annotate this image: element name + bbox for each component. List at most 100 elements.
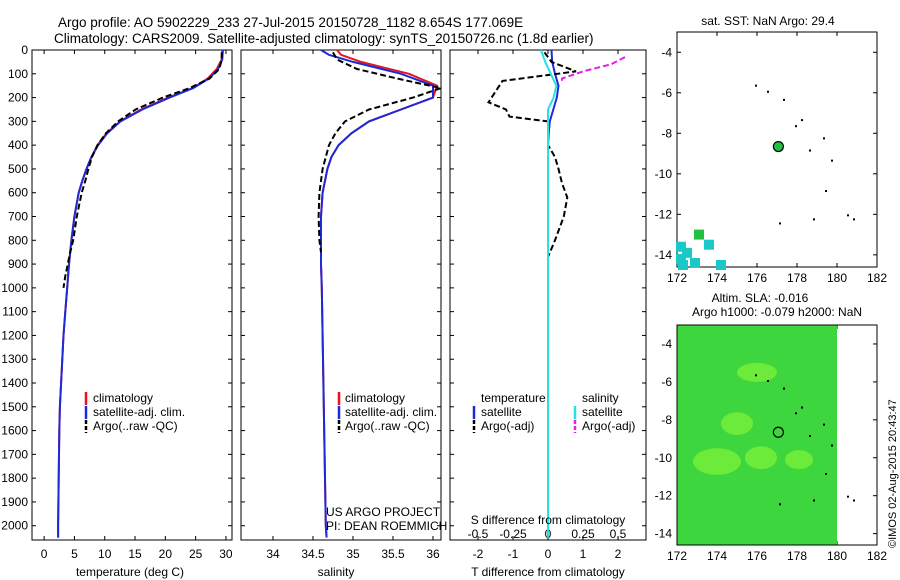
x-tick-label: 35.5 <box>381 547 405 561</box>
x-tick-label: -1 <box>508 547 519 561</box>
legend-label-satellite: satellite-adj. clim. <box>345 405 437 419</box>
series-line-argo-adj- <box>487 51 577 258</box>
island-speck <box>755 374 757 377</box>
x-tick-label: 172 <box>667 549 687 563</box>
sla-field <box>677 325 837 545</box>
series-line-salinity-satellite <box>540 49 558 538</box>
series-line-argo-raw-qc- <box>317 51 445 253</box>
y-tick-label: -10 <box>655 451 673 465</box>
y-tick-label: 700 <box>8 210 28 224</box>
sla-high-patch <box>745 446 777 470</box>
project-line1: US ARGO PROJECT <box>326 505 441 519</box>
sst-cell <box>676 241 686 252</box>
y-tick-label: -14 <box>655 248 673 262</box>
sla-high-patch <box>721 412 753 435</box>
island-speck <box>783 98 785 101</box>
island-speck <box>809 149 811 152</box>
y-tick-label: -8 <box>661 126 672 140</box>
x-tick-label: 1 <box>580 547 587 561</box>
island-speck <box>825 472 827 475</box>
series-line-climatology <box>320 49 439 538</box>
island-speck <box>823 137 825 140</box>
y-tick-label: -6 <box>661 375 672 389</box>
temperature-legend: climatology satellite-adj. clim. Argo(..… <box>84 391 185 433</box>
argo-position-marker <box>772 140 784 153</box>
x-tick-label: 20 <box>159 547 173 561</box>
island-speck <box>801 119 803 122</box>
project-line2: PI: DEAN ROEMMICH <box>326 519 447 533</box>
legend-label-climatology: climatology <box>345 391 405 405</box>
y-tick-label: 1200 <box>1 328 28 342</box>
salinity-plot-frame <box>240 49 442 541</box>
y-tick-label: 800 <box>8 233 28 247</box>
series-line-argo-raw-qc- <box>62 52 223 289</box>
y-tick-label: -4 <box>661 45 672 59</box>
header-line2: Climatology: CARS2009. Satellite-adjuste… <box>54 31 594 46</box>
y-tick-label: 1000 <box>1 281 28 295</box>
s-tick-label: -0.25 <box>499 527 527 541</box>
island-speck <box>847 495 849 498</box>
island-speck <box>853 218 855 221</box>
y-tick-label: 2000 <box>1 519 28 533</box>
island-speck <box>795 125 797 128</box>
y-tick-label: 200 <box>8 91 28 105</box>
y-tick-label: 1100 <box>2 305 28 319</box>
difference-plot: -2 -1 0 1 2-0.5 -0.25 0 0.25 0.5 <box>450 49 646 561</box>
y-tick-label: 1900 <box>1 495 28 509</box>
x-tick-label: 0 <box>41 547 48 561</box>
x-tick-label: 35 <box>346 547 360 561</box>
y-tick-label: 1500 <box>1 400 28 414</box>
x-tick-label: 34 <box>266 547 280 561</box>
y-tick-label: 300 <box>8 114 28 128</box>
legend-label-argo: Argo(..raw -QC) <box>345 419 430 433</box>
difference-xlabel: T difference from climatology <box>471 565 625 579</box>
salinity-legend: climatology satellite-adj. clim. Argo(..… <box>337 391 437 433</box>
s-tick-label: -0.5 <box>468 527 489 541</box>
sla-map: 172 174 176 178 180 182 -4 -6 -8 -10 -12 -14 <box>655 324 887 563</box>
y-tick-label: -12 <box>655 207 673 221</box>
series-line-salinity-argo-adj- <box>561 56 626 84</box>
y-tick-label: 600 <box>8 186 28 200</box>
y-tick-label: 1400 <box>1 376 28 390</box>
y-tick-label: -4 <box>661 337 672 351</box>
difference-legend: temperature salinity satellite satellite… <box>472 391 635 433</box>
sla-high-patch <box>785 450 813 470</box>
x-tick-label: 174 <box>707 549 727 563</box>
sst-cell <box>682 247 692 258</box>
legend-label-sal-satellite: satellite <box>582 405 623 419</box>
sst-map-title: sat. SST: NaN Argo: 29.4 <box>701 14 835 28</box>
island-speck <box>779 222 781 225</box>
y-tick-label: 500 <box>8 162 28 176</box>
island-speck <box>813 218 815 221</box>
x-tick-label: 174 <box>707 271 727 285</box>
s-tick-label: 0.5 <box>610 527 627 541</box>
salinity-xlabel: salinity <box>318 565 355 579</box>
sla-map-title1: Altim. SLA: -0.016 <box>712 291 809 305</box>
sla-high-patch <box>693 448 741 475</box>
island-speck <box>795 412 797 415</box>
sst-cell <box>704 239 714 250</box>
x-tick-label: 15 <box>128 547 142 561</box>
island-speck <box>853 499 855 502</box>
y-tick-label: 900 <box>8 257 28 271</box>
x-tick-label: 182 <box>867 271 887 285</box>
y-tick-label: 400 <box>8 138 28 152</box>
sst-cell <box>690 257 700 268</box>
x-tick-label: 180 <box>827 549 847 563</box>
argo-position-marker <box>772 426 784 438</box>
legend-title-temperature: temperature <box>481 391 546 405</box>
island-speck <box>779 503 781 506</box>
x-tick-label: -2 <box>473 547 484 561</box>
y-tick-label: 0 <box>21 43 28 57</box>
y-tick-label: -8 <box>661 413 672 427</box>
y-tick-label: -10 <box>655 167 673 181</box>
series-line-climatology <box>57 49 224 538</box>
sst-cell <box>676 253 686 264</box>
x-tick-label: 36 <box>426 547 440 561</box>
x-tick-label: 182 <box>867 549 887 563</box>
legend-label-climatology: climatology <box>93 391 153 405</box>
legend-label-sal-argo: Argo(-adj) <box>582 419 635 433</box>
legend-label-argo: Argo(..raw -QC) <box>93 419 178 433</box>
x-tick-label: 30 <box>219 547 233 561</box>
x-tick-label: 180 <box>827 271 847 285</box>
